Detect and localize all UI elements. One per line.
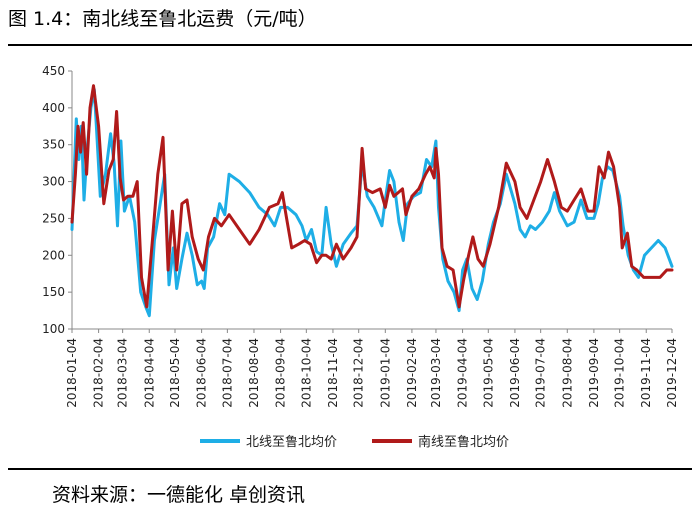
- x-tick-label: 2018-05-04: [168, 338, 182, 408]
- y-tick-label: 450: [42, 64, 65, 78]
- x-tick-label: 2019-12-04: [665, 338, 679, 408]
- x-tick-label: 2018-12-04: [352, 338, 366, 408]
- x-tick-label: 2018-01-04: [65, 338, 79, 408]
- x-axis: 2018-01-04 2018-02-04 2018-03-04 2018-04-04…: [65, 328, 679, 408]
- x-tick-label: 2019-11-04: [639, 338, 653, 408]
- source-divider: [8, 468, 692, 470]
- x-tick-label: 2018-03-04: [116, 338, 130, 408]
- x-tick-label: 2018-06-04: [195, 338, 209, 408]
- x-tick-label: 2018-04-04: [142, 338, 156, 408]
- series-layer: [70, 84, 674, 318]
- x-tick-label: 2019-08-04: [560, 338, 574, 408]
- x-tick-label: 2019-05-04: [481, 338, 495, 408]
- title-divider: [8, 44, 692, 46]
- legend: 北线至鲁北均价 南线至鲁北均价: [200, 434, 509, 450]
- legend-label-north: 北线至鲁北均价: [246, 435, 337, 450]
- y-tick-label: 350: [42, 138, 65, 152]
- x-tick-label: 2019-10-04: [613, 338, 627, 408]
- series-line-north: [70, 87, 674, 318]
- x-tick-label: 2019-04-04: [456, 338, 470, 408]
- x-tick-label: 2019-02-04: [405, 338, 419, 408]
- x-tick-label: 2018-02-04: [92, 338, 106, 408]
- x-tick-label: 2018-10-04: [299, 338, 313, 408]
- x-tick-label: 2018-08-04: [247, 338, 261, 408]
- source-note: 资料来源：一德能化 卓创资讯: [52, 484, 306, 506]
- y-tick-label: 400: [42, 101, 65, 115]
- y-tick-label: 150: [42, 285, 65, 299]
- y-tick-label: 250: [42, 211, 65, 225]
- x-tick-label: 2019-06-04: [508, 338, 522, 408]
- x-tick-label: 2019-07-04: [534, 338, 548, 408]
- x-tick-label: 2018-09-04: [274, 338, 288, 408]
- y-axis: 100 150 200 250 300 350 400 450: [42, 64, 73, 336]
- y-tick-label: 100: [42, 322, 65, 336]
- x-tick-label: 2019-03-04: [429, 338, 443, 408]
- x-tick-label: 2019-09-04: [587, 338, 601, 408]
- page-title: 图 1.4：南北线至鲁北运费（元/吨）: [8, 8, 317, 30]
- y-tick-label: 300: [42, 175, 65, 189]
- x-tick-label: 2018-11-04: [326, 338, 340, 408]
- legend-label-south: 南线至鲁北均价: [418, 434, 509, 450]
- x-tick-label: 2019-01-04: [378, 338, 392, 408]
- x-tick-label: 2018-07-04: [220, 338, 234, 408]
- y-tick-label: 200: [42, 248, 65, 262]
- series-line-south: [70, 84, 674, 309]
